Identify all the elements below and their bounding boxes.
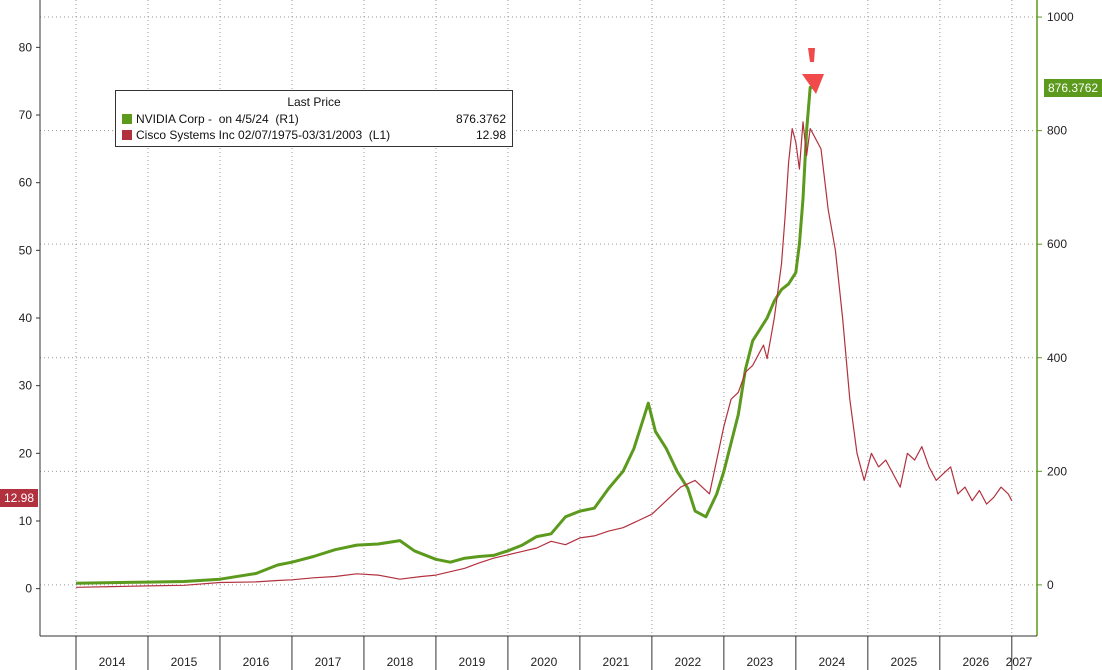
left-axis-ticks: 0 10 20 30 40 50 60 70 80 xyxy=(19,40,40,596)
left-tick-label: 10 xyxy=(19,514,33,528)
arrow-head xyxy=(802,74,824,94)
x-tick-label: 2014 xyxy=(99,655,126,669)
right-tick-label: 0 xyxy=(1047,578,1054,592)
left-tick-label: 40 xyxy=(19,311,33,325)
x-tick-label: 2016 xyxy=(243,655,270,669)
x-axis-ticks: 2014 2015 2016 2017 2018 2019 2020 2021 2022 2023… xyxy=(75,636,1033,670)
left-tick-label: 30 xyxy=(19,379,33,393)
legend-item-cisco: Cisco Systems Inc 02/07/1975-03/31/2003 … xyxy=(122,127,506,142)
series-line-nvidia xyxy=(75,85,814,585)
last-price-badge-cisco: 12.98 xyxy=(0,489,39,507)
x-tick-label: 2022 xyxy=(675,655,702,669)
right-tick-label: 200 xyxy=(1047,464,1067,478)
x-tick-label: 2023 xyxy=(747,655,774,669)
right-tick-label: 1000 xyxy=(1047,10,1074,24)
last-price-badge-nvidia: 876.3762 xyxy=(1044,79,1102,97)
legend-value-nvidia: 876.3762 xyxy=(455,111,506,126)
left-tick-label: 20 xyxy=(19,446,33,460)
legend-title: Last Price xyxy=(287,95,341,109)
legend-value-cisco: 12.98 xyxy=(475,127,506,142)
right-tick-label: 600 xyxy=(1047,237,1067,251)
x-tick-label: 2020 xyxy=(531,655,558,669)
x-tick-label: 2018 xyxy=(387,655,414,669)
left-tick-label: 80 xyxy=(19,40,33,54)
legend-swatch-cisco xyxy=(122,129,132,140)
arrow-dash xyxy=(808,48,815,62)
x-tick-label: 2024 xyxy=(818,655,845,669)
right-tick-label: 800 xyxy=(1047,124,1067,138)
left-tick-label: 0 xyxy=(25,582,32,596)
x-tick-label: 2019 xyxy=(459,655,486,669)
annotation-arrow xyxy=(802,48,824,94)
x-tick-label: 2017 xyxy=(315,655,342,669)
legend-label-nvidia: NVIDIA Corp - on 4/5/24 (R1) xyxy=(136,111,299,126)
left-tick-label: 70 xyxy=(19,108,33,122)
x-tick-label: 2015 xyxy=(171,655,198,669)
legend: Last Price NVIDIA Corp - on 4/5/24 (R1) … xyxy=(115,90,513,147)
x-tick-label: 2021 xyxy=(603,655,630,669)
x-tick-label: 2027 xyxy=(1006,655,1033,669)
x-tick-label: 2025 xyxy=(890,655,917,669)
right-tick-label: 400 xyxy=(1047,351,1067,365)
series-line-cisco xyxy=(75,121,1013,588)
legend-label-cisco: Cisco Systems Inc 02/07/1975-03/31/2003 … xyxy=(136,127,391,142)
legend-item-nvidia: NVIDIA Corp - on 4/5/24 (R1) 876.3762 xyxy=(122,111,506,126)
left-tick-label: 50 xyxy=(19,243,33,257)
right-axis-ticks: 0 200 400 600 800 1000 xyxy=(1037,10,1074,592)
series-group xyxy=(75,85,1013,588)
left-tick-label: 60 xyxy=(19,176,33,190)
x-tick-label: 2026 xyxy=(962,655,989,669)
legend-swatch-nvidia xyxy=(122,113,132,124)
